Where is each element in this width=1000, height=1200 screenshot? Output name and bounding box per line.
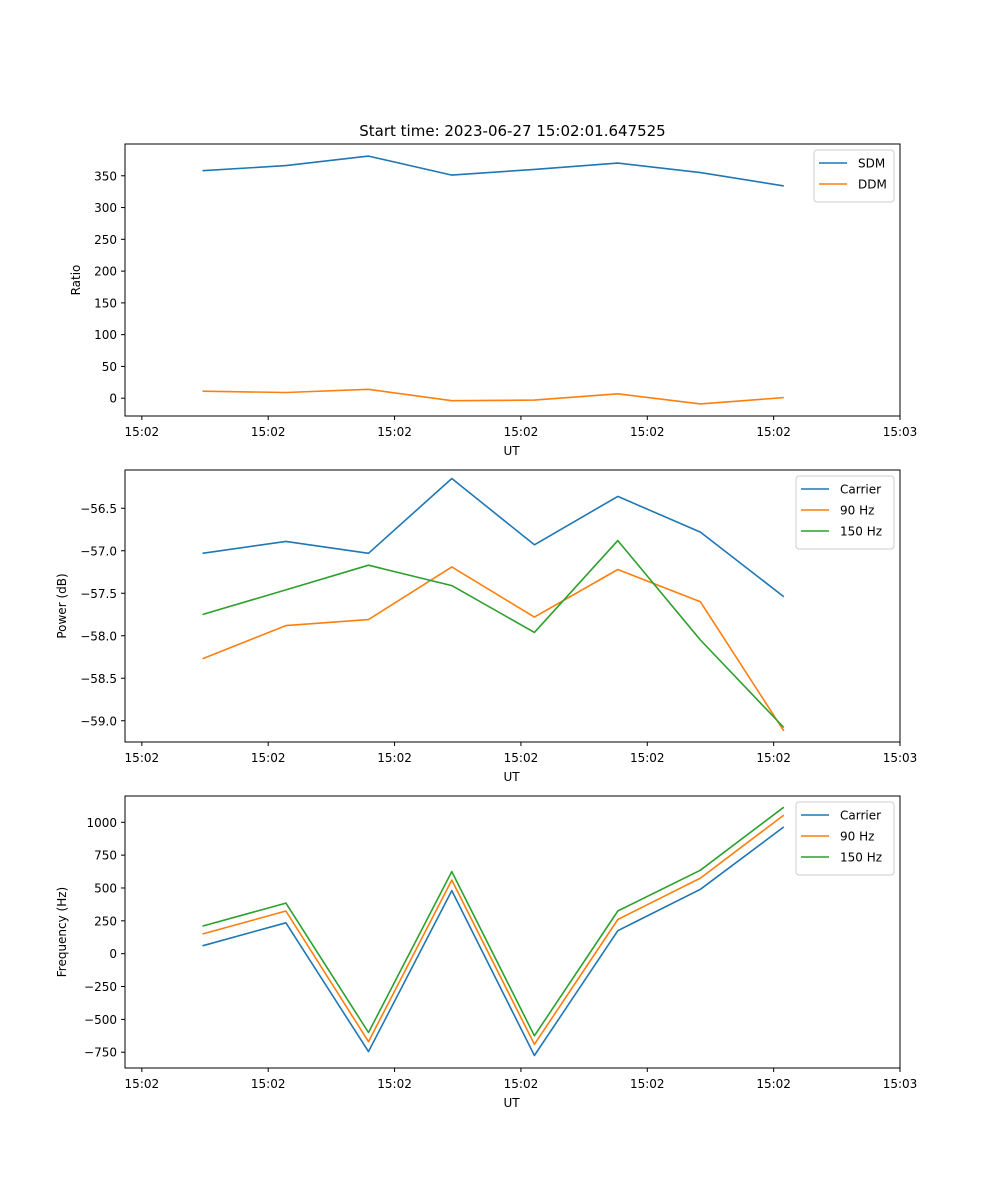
y-tick-label: −250 [84, 980, 117, 994]
x-tick-label: 15:02 [630, 1077, 665, 1091]
x-tick-label: 15:02 [504, 751, 539, 765]
y-tick-label: −500 [84, 1013, 117, 1027]
legend-label: 150 Hz [840, 851, 882, 865]
x-axis-label: UT [503, 770, 520, 784]
x-tick-label: 15:03 [883, 751, 918, 765]
y-tick-label: 0 [109, 947, 117, 961]
y-tick-label: −59.0 [80, 714, 117, 728]
legend-label: 150 Hz [840, 525, 882, 539]
x-tick-label: 15:02 [504, 425, 539, 439]
series-line-150-hz [202, 806, 785, 1037]
y-axis-label: Frequency (Hz) [55, 887, 69, 978]
x-tick-label: 15:02 [630, 751, 665, 765]
x-tick-label: 15:02 [377, 1077, 412, 1091]
legend: Carrier 90 Hz 150 Hz [795, 475, 895, 550]
y-tick-label: 200 [94, 265, 117, 279]
x-tick-label: 15:02 [125, 751, 160, 765]
x-tick-label: 15:02 [756, 425, 791, 439]
y-tick-label: −58.0 [80, 629, 117, 643]
legend-label: 90 Hz [840, 830, 874, 844]
x-tick-label: 15:02 [125, 1077, 160, 1091]
x-tick-label: 15:02 [756, 751, 791, 765]
y-tick-label: 300 [94, 201, 117, 215]
x-tick-label: 15:02 [630, 425, 665, 439]
series-line-carrier [202, 477, 785, 598]
x-tick-label: 15:02 [377, 425, 412, 439]
y-tick-label: −57.5 [80, 587, 117, 601]
series-line-carrier [202, 826, 785, 1057]
y-tick-label: 50 [102, 360, 117, 374]
axes-frame [124, 143, 901, 417]
x-axis-label: UT [503, 1096, 520, 1110]
series-line-90-hz [202, 566, 785, 732]
y-tick-label: 1000 [86, 816, 117, 830]
y-tick-label: 0 [109, 392, 117, 406]
subplot-2: 15:02 15:02 15:02 15:02 15:02 15:02 15:03 −59.0… [55, 469, 918, 784]
x-tick-label: 15:02 [377, 751, 412, 765]
legend-label: 90 Hz [840, 504, 874, 518]
legend-label: DDM [858, 178, 887, 192]
x-tick-label: 15:03 [883, 1077, 918, 1091]
x-tick-label: 15:02 [125, 425, 160, 439]
chart-title: Start time: 2023-06-27 15:02:01.647525 [359, 122, 665, 140]
series-line-150-hz [202, 539, 785, 729]
x-axis-label: UT [503, 444, 520, 458]
y-tick-label: −750 [84, 1046, 117, 1060]
y-tick-label: 500 [94, 881, 117, 895]
subplot-1: 15:02 15:02 15:02 15:02 15:02 15:02 15:03 0 50 10… [69, 143, 918, 458]
y-tick-label: 100 [94, 328, 117, 342]
y-tick-label: 350 [94, 169, 117, 183]
x-tick-label: 15:02 [504, 1077, 539, 1091]
y-axis-label: Power (dB) [55, 573, 69, 638]
axes-frame [124, 795, 901, 1069]
series-line-sdm [202, 155, 784, 187]
legend: Carrier 90 Hz 150 Hz [795, 801, 895, 876]
y-tick-label: 250 [94, 233, 117, 247]
x-tick-label: 15:03 [883, 425, 918, 439]
y-tick-label: −56.5 [80, 502, 117, 516]
y-tick-label: 250 [94, 914, 117, 928]
legend-label: Carrier [840, 483, 881, 497]
legend-label: Carrier [840, 809, 881, 823]
y-tick-label: 150 [94, 296, 117, 310]
x-tick-label: 15:02 [251, 751, 286, 765]
subplot-3: 15:02 15:02 15:02 15:02 15:02 15:02 15:03 −750 −… [55, 795, 918, 1110]
y-tick-label: −57.0 [80, 544, 117, 558]
series-line-90-hz [202, 814, 785, 1046]
y-tick-label: 750 [94, 849, 117, 863]
x-tick-label: 15:02 [251, 1077, 286, 1091]
legend-label: SDM [858, 157, 885, 171]
subplots-container: 15:02 15:02 15:02 15:02 15:02 15:02 15:03 0 50 10… [55, 143, 918, 1110]
axes-frame [124, 469, 901, 743]
x-tick-label: 15:02 [251, 425, 286, 439]
y-tick-label: −58.5 [80, 672, 117, 686]
y-axis-label: Ratio [69, 265, 83, 296]
series-line-ddm [202, 388, 784, 405]
legend: SDM DDM [813, 149, 895, 203]
x-tick-label: 15:02 [756, 1077, 791, 1091]
